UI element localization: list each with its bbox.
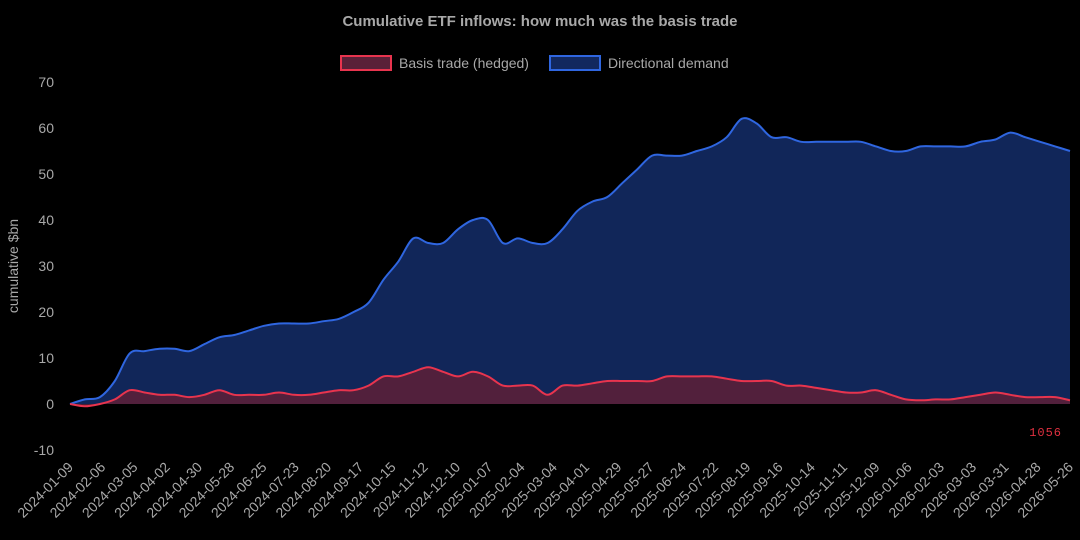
- line-directional-demand: [69, 117, 1071, 405]
- y-tick-label: 50: [38, 166, 54, 182]
- y-axis-title: cumulative $bn: [5, 219, 21, 313]
- legend-swatch-directional[interactable]: [549, 55, 601, 71]
- legend-label-basis: Basis trade (hedged): [399, 55, 529, 71]
- line-basis-trade: [69, 366, 1071, 408]
- y-tick-label: 0: [46, 396, 54, 412]
- y-tick-label: 60: [38, 120, 54, 136]
- x-axis-ticks: 2024-01-092024-02-062024-03-052024-04-02…: [14, 459, 1076, 521]
- y-tick-label: 70: [38, 74, 54, 90]
- y-tick-label: -10: [34, 442, 54, 458]
- legend-label-directional: Directional demand: [608, 55, 729, 71]
- chart-title: Cumulative ETF inflows: how much was the…: [342, 13, 737, 30]
- legend: Basis trade (hedged) Directional demand: [340, 55, 729, 71]
- y-tick-label: 10: [38, 350, 54, 366]
- y-tick-label: 40: [38, 212, 54, 228]
- plot-area: [69, 117, 1071, 408]
- legend-swatch-basis[interactable]: [340, 55, 392, 71]
- y-tick-label: 20: [38, 304, 54, 320]
- area-directional-demand: [70, 118, 1070, 405]
- area-basis-trade: [70, 367, 1070, 407]
- y-axis-ticks: -10 0 10 20 30 40 50 60 70: [34, 74, 54, 458]
- y-tick-label: 30: [38, 258, 54, 274]
- watermark-badge: 1056: [1029, 426, 1062, 440]
